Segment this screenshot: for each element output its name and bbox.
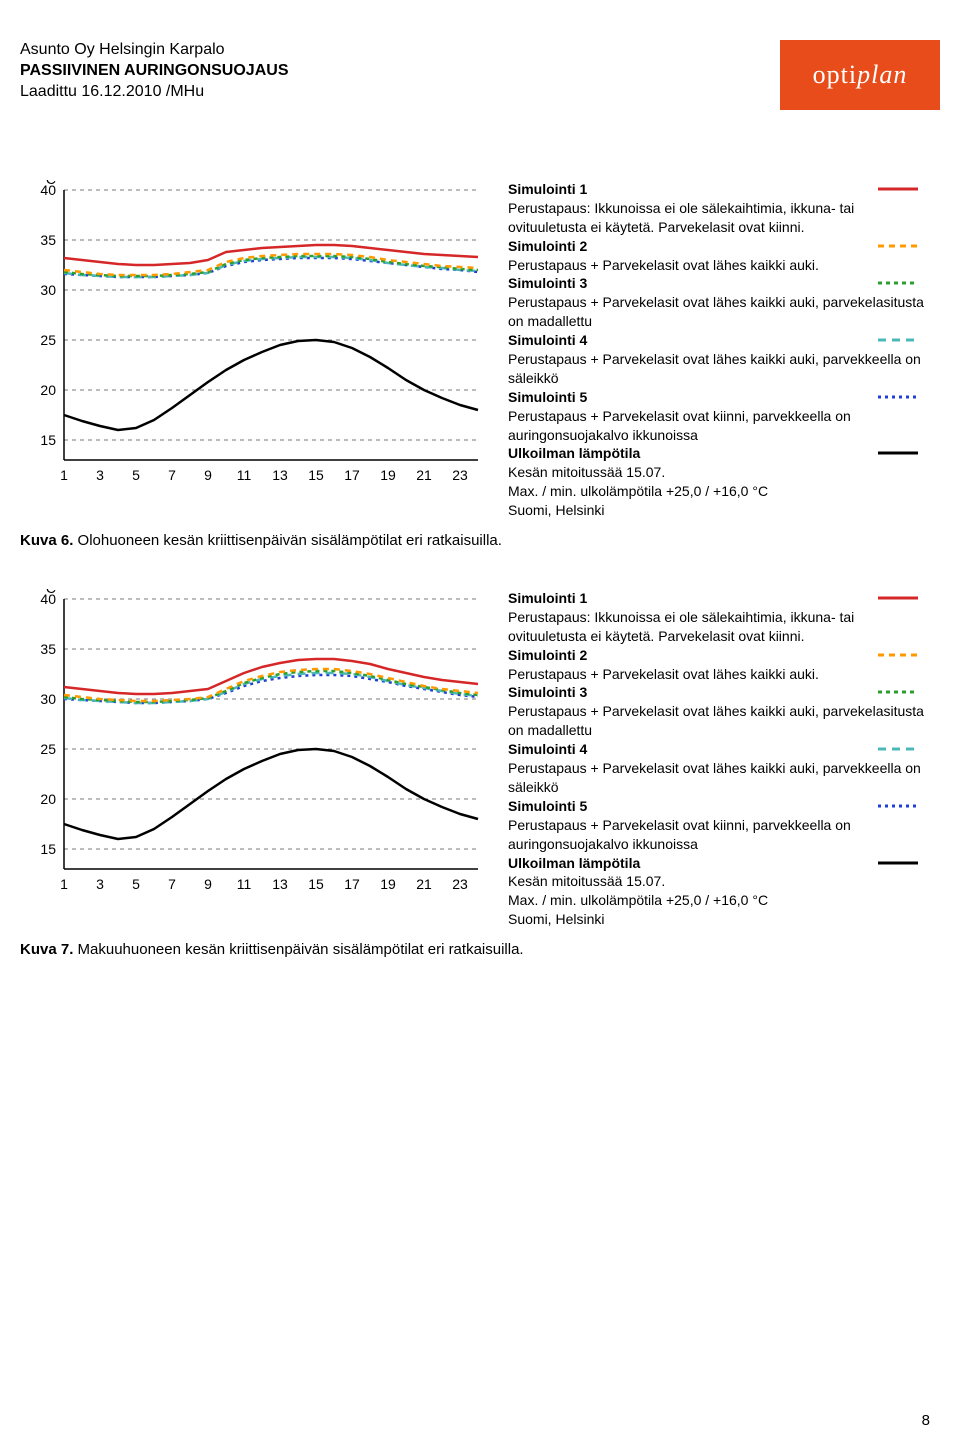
swatch-sim3 <box>878 274 918 293</box>
legend-outdoor-l2: Max. / min. ulkolämpötila +25,0 / +16,0 … <box>508 482 928 501</box>
legend-sim2-title: Simulointi 2 <box>508 646 928 665</box>
svg-text:15: 15 <box>308 876 324 892</box>
header-line2: PASSIIVINEN AURINGONSUOJAUS <box>20 61 288 82</box>
legend-outdoor-l2: Max. / min. ulkolämpötila +25,0 / +16,0 … <box>508 891 928 910</box>
figure-6-block: 152025303540°C1357911131517192123 Simulo… <box>20 180 940 520</box>
svg-text:25: 25 <box>40 741 56 757</box>
legend-sim1-desc: Perustapaus: Ikkunoissa ei ole sälekaiht… <box>508 199 928 237</box>
svg-text:15: 15 <box>40 432 56 448</box>
svg-text:21: 21 <box>416 467 432 483</box>
caption-6-label: Kuva 6. <box>20 532 73 549</box>
svg-text:30: 30 <box>40 282 56 298</box>
legend-outdoor-title: Ulkoilman lämpötila <box>508 854 928 873</box>
svg-text:°C: °C <box>40 180 56 187</box>
svg-text:15: 15 <box>308 467 324 483</box>
svg-text:13: 13 <box>272 467 288 483</box>
chart-6: 152025303540°C1357911131517192123 <box>20 180 490 495</box>
legend-outdoor-l3: Suomi, Helsinki <box>508 910 928 929</box>
legend-sim4-title: Simulointi 4 <box>508 740 928 759</box>
legend-sim2-desc: Perustapaus + Parvekelasit ovat lähes ka… <box>508 665 928 684</box>
legend-7: Simulointi 1 Perustapaus: Ikkunoissa ei … <box>508 589 928 929</box>
swatch-sim5 <box>878 797 918 816</box>
svg-text:5: 5 <box>132 876 140 892</box>
svg-text:20: 20 <box>40 791 56 807</box>
legend-sim1-desc: Perustapaus: Ikkunoissa ei ole sälekaiht… <box>508 608 928 646</box>
legend-outdoor-l3: Suomi, Helsinki <box>508 501 928 520</box>
chart-7: 152025303540°C1357911131517192123 <box>20 589 490 904</box>
swatch-sim2 <box>878 646 918 665</box>
legend-outdoor-l1: Kesän mitoitussää 15.07. <box>508 872 928 891</box>
legend-sim5-title: Simulointi 5 <box>508 388 928 407</box>
svg-text:7: 7 <box>168 467 176 483</box>
legend-sim1-title: Simulointi 1 <box>508 589 928 608</box>
svg-text:21: 21 <box>416 876 432 892</box>
optiplan-logo: optiplan <box>780 40 940 110</box>
svg-text:1: 1 <box>60 876 68 892</box>
header-line3: Laadittu 16.12.2010 /MHu <box>20 82 288 103</box>
svg-text:1: 1 <box>60 467 68 483</box>
legend-sim4-title: Simulointi 4 <box>508 331 928 350</box>
svg-text:15: 15 <box>40 841 56 857</box>
swatch-sim1 <box>878 180 918 199</box>
swatch-sim1 <box>878 589 918 608</box>
logo-right: plan <box>857 60 907 90</box>
svg-text:25: 25 <box>40 332 56 348</box>
caption-6: Kuva 6. Olohuoneen kesän kriittisenpäivä… <box>20 532 940 549</box>
svg-text:17: 17 <box>344 467 360 483</box>
svg-text:17: 17 <box>344 876 360 892</box>
legend-sim4-desc: Perustapaus + Parvekelasit ovat lähes ka… <box>508 759 928 797</box>
caption-7: Kuva 7. Makuuhuoneen kesän kriittisenpäi… <box>20 941 940 958</box>
svg-text:23: 23 <box>452 467 468 483</box>
legend-sim5-desc: Perustapaus + Parvekelasit ovat kiinni, … <box>508 407 928 445</box>
legend-outdoor-l1: Kesän mitoitussää 15.07. <box>508 463 928 482</box>
caption-7-label: Kuva 7. <box>20 941 73 958</box>
legend-sim5-desc: Perustapaus + Parvekelasit ovat kiinni, … <box>508 816 928 854</box>
chart-7-svg: 152025303540°C1357911131517192123 <box>20 589 490 899</box>
svg-text:5: 5 <box>132 467 140 483</box>
caption-7-text: Makuuhuoneen kesän kriittisenpäivän sisä… <box>73 941 523 958</box>
legend-sim4-desc: Perustapaus + Parvekelasit ovat lähes ka… <box>508 350 928 388</box>
swatch-sim4 <box>878 331 918 350</box>
swatch-outdoor <box>878 854 918 873</box>
svg-text:°C: °C <box>40 589 56 596</box>
svg-text:30: 30 <box>40 691 56 707</box>
svg-text:11: 11 <box>237 876 252 892</box>
header-line1: Asunto Oy Helsingin Karpalo <box>20 40 288 61</box>
swatch-sim2 <box>878 237 918 256</box>
legend-outdoor-title: Ulkoilman lämpötila <box>508 444 928 463</box>
legend-sim3-title: Simulointi 3 <box>508 683 928 702</box>
swatch-sim3 <box>878 683 918 702</box>
svg-text:35: 35 <box>40 232 56 248</box>
svg-text:9: 9 <box>204 467 212 483</box>
logo-left: opti <box>813 60 857 90</box>
svg-text:19: 19 <box>380 876 396 892</box>
swatch-sim4 <box>878 740 918 759</box>
svg-text:3: 3 <box>96 467 104 483</box>
page-header: Asunto Oy Helsingin Karpalo PASSIIVINEN … <box>20 40 940 110</box>
legend-sim5-title: Simulointi 5 <box>508 797 928 816</box>
svg-text:35: 35 <box>40 641 56 657</box>
legend-sim1-title: Simulointi 1 <box>508 180 928 199</box>
svg-text:19: 19 <box>380 467 396 483</box>
swatch-sim5 <box>878 388 918 407</box>
legend-sim2-desc: Perustapaus + Parvekelasit ovat lähes ka… <box>508 256 928 275</box>
svg-text:3: 3 <box>96 876 104 892</box>
swatch-outdoor <box>878 444 918 463</box>
legend-6: Simulointi 1 Perustapaus: Ikkunoissa ei … <box>508 180 928 520</box>
legend-sim3-title: Simulointi 3 <box>508 274 928 293</box>
caption-6-text: Olohuoneen kesän kriittisenpäivän sisälä… <box>73 532 502 549</box>
chart-6-svg: 152025303540°C1357911131517192123 <box>20 180 490 490</box>
svg-text:13: 13 <box>272 876 288 892</box>
figure-7-block: 152025303540°C1357911131517192123 Simulo… <box>20 589 940 929</box>
svg-text:11: 11 <box>237 467 252 483</box>
header-text: Asunto Oy Helsingin Karpalo PASSIIVINEN … <box>20 40 288 102</box>
svg-text:7: 7 <box>168 876 176 892</box>
legend-sim3-desc: Perustapaus + Parvekelasit ovat lähes ka… <box>508 702 928 740</box>
legend-sim2-title: Simulointi 2 <box>508 237 928 256</box>
legend-sim3-desc: Perustapaus + Parvekelasit ovat lähes ka… <box>508 293 928 331</box>
svg-text:20: 20 <box>40 382 56 398</box>
page-number: 8 <box>922 1412 930 1429</box>
svg-text:23: 23 <box>452 876 468 892</box>
svg-text:9: 9 <box>204 876 212 892</box>
